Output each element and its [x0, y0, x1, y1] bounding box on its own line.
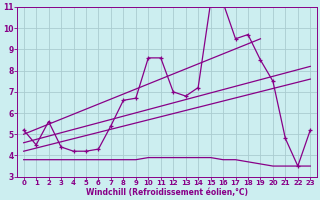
X-axis label: Windchill (Refroidissement éolien,°C): Windchill (Refroidissement éolien,°C) [86, 188, 248, 197]
